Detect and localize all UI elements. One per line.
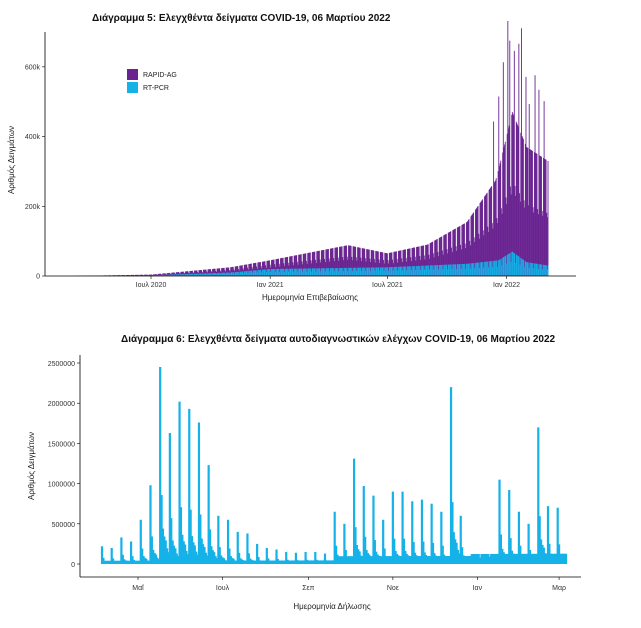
chart-5-legend: RAPID-AG RT-PCR (127, 69, 177, 93)
legend-swatch-rapid-ag (127, 69, 138, 80)
chart-6: Διάγραμμα 6: Ελεγχθέντα δείγματα αυτοδια… (27, 334, 581, 611)
x-tick-label: Μαρ (552, 585, 566, 592)
x-tick-label: Ιαν 2022 (493, 282, 520, 289)
y-tick-label: 400k (25, 134, 41, 141)
chart-5-x-label: Ημερομηνία Επιβεβαίωσης (262, 293, 358, 302)
x-tick-label: Μαΐ (132, 584, 144, 592)
chart-6-y-ticks: 0 500000 1000000 1500000 2000000 2500000 (48, 361, 80, 569)
x-tick-label: Ιαν 2021 (257, 282, 284, 289)
y-tick-label: 2500000 (48, 361, 75, 368)
y-tick-label: 600k (25, 64, 41, 71)
chart-5-bars (72, 20, 549, 276)
chart-6-x-ticks: Μαΐ Ιουλ Σεπ Νοε Ιαν Μαρ (132, 577, 566, 592)
legend-label-rapid-ag: RAPID-AG (143, 72, 177, 79)
y-tick-label: 0 (71, 562, 75, 569)
y-tick-label: 0 (36, 274, 40, 281)
x-tick-label: Ιουλ (216, 585, 230, 592)
x-tick-label: Ιουλ 2020 (136, 282, 167, 289)
chart-6-title: Διάγραμμα 6: Ελεγχθέντα δείγματα αυτοδια… (121, 334, 556, 345)
x-tick-label: Ιουλ 2021 (372, 282, 403, 289)
chart-6-x-label: Ημερομηνία Δήλωσης (293, 602, 371, 611)
x-tick-label: Ιαν (473, 585, 483, 592)
chart-5-title: Διάγραμμα 5: Ελεγχθέντα δείγματα COVID-1… (92, 13, 391, 24)
chart-6-y-label: Αριθμός Δειγμάτων (27, 432, 36, 500)
chart-6-bars (100, 367, 568, 564)
chart-5-x-ticks: Ιουλ 2020 Ιαν 2021 Ιουλ 2021 Ιαν 2022 (136, 276, 520, 289)
chart-5: Διάγραμμα 5: Ελεγχθέντα δείγματα COVID-1… (7, 13, 576, 302)
y-tick-label: 500000 (52, 522, 75, 529)
y-tick-label: 200k (25, 204, 41, 211)
y-tick-label: 1000000 (48, 482, 75, 489)
legend-label-rt-pcr: RT-PCR (143, 85, 169, 92)
chart-5-y-ticks: 0 200k 400k 600k (25, 64, 45, 281)
y-tick-label: 1500000 (48, 441, 75, 448)
legend-swatch-rt-pcr (127, 82, 138, 93)
y-tick-label: 2000000 (48, 401, 75, 408)
x-tick-label: Σεπ (302, 585, 314, 592)
chart-5-y-label: Αριθμός Δειγμάτων (7, 126, 16, 194)
x-tick-label: Νοε (387, 585, 399, 592)
